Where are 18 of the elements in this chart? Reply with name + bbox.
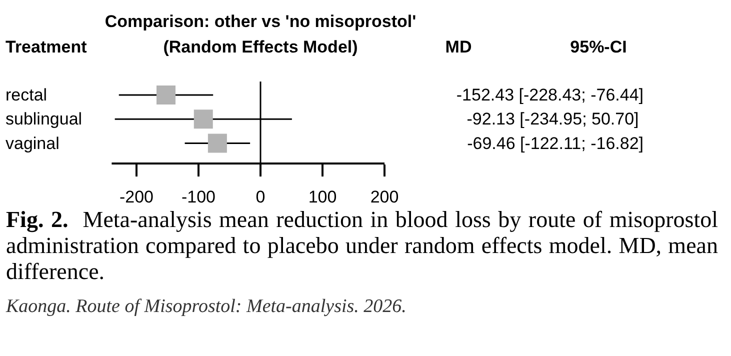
x-tick-label: 100	[308, 188, 337, 206]
y-tick-label: rectal	[6, 86, 48, 105]
chart-title: Comparison: other vs 'no misoprostol'	[104, 12, 416, 32]
chart-subtitle: (Random Effects Model)	[163, 37, 358, 56]
x-tick-label: -100	[181, 188, 216, 206]
text: Kaonga. Route of Misoprostol: Meta-analysis. 2026.	[6, 296, 406, 317]
text: 95%-CI	[570, 37, 627, 56]
text: MD	[445, 37, 472, 56]
x-tick-label: 200	[370, 188, 399, 206]
y-tick-label: sublingual	[6, 110, 82, 129]
x-tick-label: -200	[119, 188, 154, 206]
text: Treatment	[6, 37, 88, 56]
x-tick-label: 0	[256, 188, 266, 206]
data-label: -69.46 [-122.11; -16.82]	[467, 134, 644, 153]
caption: Fig. 2.	[6, 207, 68, 232]
data-label: -92.13 [-234.95; 50.70]	[466, 110, 639, 129]
y-tick-label: vaginal	[6, 134, 60, 153]
data-label: -152.43 [-228.43; -76.44]	[456, 86, 644, 105]
